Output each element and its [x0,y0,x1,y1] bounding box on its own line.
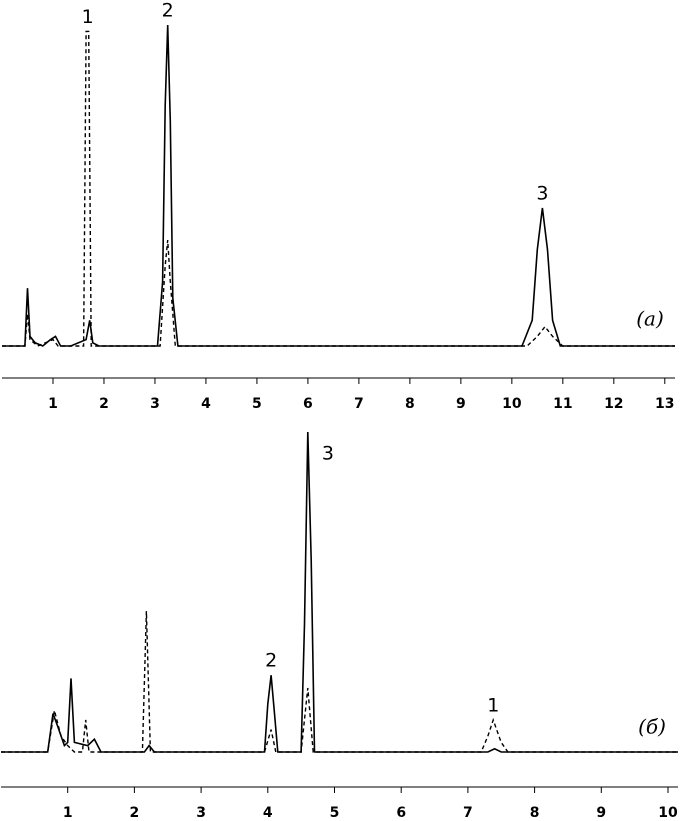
x-tick-label: 4 [263,805,273,821]
x-tick-label: 12 [604,396,623,412]
peak-label: 2 [162,0,174,22]
chromatogram-trace [2,30,675,347]
x-tick-label: 9 [456,396,466,412]
x-tick-label: 10 [502,396,522,412]
x-tick-label: 13 [655,396,674,412]
peak-label: 3 [536,182,548,204]
x-tick-label: 11 [553,396,572,412]
x-tick-label: 6 [396,805,406,821]
chromatogram-trace [2,24,675,347]
x-tick-label: 5 [252,396,262,412]
x-tick-label: 2 [99,396,109,412]
x-tick-label: 4 [201,396,211,412]
panel-label: (б) [638,715,666,739]
x-tick-label: 7 [463,805,473,821]
x-tick-label: 8 [405,396,415,412]
x-tick-label: 8 [530,805,540,821]
x-tick-label: 3 [196,805,206,821]
x-tick-label: 7 [354,396,364,412]
chromatogram-trace [1,611,678,753]
x-tick-label: 1 [48,396,58,412]
x-tick-label: 10 [658,805,678,821]
x-tick-label: 5 [330,805,340,821]
peak-label: 3 [322,443,334,465]
chromatogram-trace [1,431,678,753]
x-tick-label: 9 [596,805,606,821]
panel-label: (a) [636,307,664,331]
peak-label: 1 [82,6,94,28]
peak-label: 1 [487,695,499,717]
x-tick-label: 2 [130,805,140,821]
x-tick-label: 3 [150,396,160,412]
x-tick-label: 6 [303,396,313,412]
x-tick-label: 1 [63,805,73,821]
peak-label: 2 [265,650,277,672]
